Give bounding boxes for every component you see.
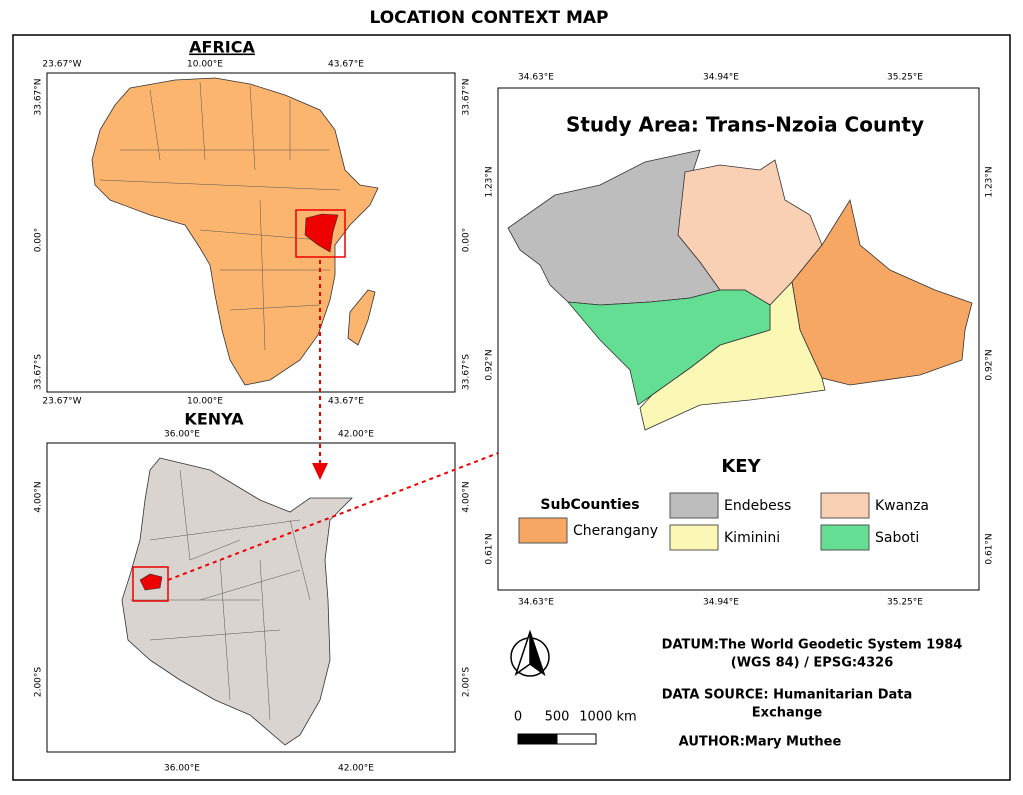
coord-label: 34.63°E [518, 598, 554, 608]
author-text: AUTHOR:Mary Muthee [679, 735, 842, 750]
coord-label: 34.63°E [518, 73, 554, 83]
legend-label: Endebess [724, 498, 791, 514]
scale-label: 0 [514, 710, 522, 725]
coord-label: 0.00° [34, 228, 44, 253]
coord-label: 4.00°N [34, 481, 44, 512]
page-title: LOCATION CONTEXT MAP [369, 8, 608, 28]
datum-text: DATUM:The World Geodetic System 1984 [662, 638, 963, 653]
coord-label: 33.67°N [462, 79, 472, 116]
coord-label: 1.23°N [485, 166, 495, 197]
locator-box [295, 209, 346, 258]
north-arrow [510, 629, 550, 677]
key-title: KEY [721, 456, 761, 477]
legend-label: Cherangany [573, 523, 658, 539]
connector-arrow [167, 429, 559, 581]
legend-label: Kiminini [724, 530, 780, 546]
legend-label: Kwanza [875, 498, 929, 514]
trans-nzoia-highlight [139, 573, 163, 591]
africa-landmass [91, 77, 379, 386]
legend-swatch [669, 492, 719, 519]
coord-label: 36.00°E [164, 430, 200, 440]
coord-label: 35.25°E [887, 73, 923, 83]
scale-bar [517, 733, 558, 745]
coord-label: 0.92°N [985, 349, 995, 380]
coord-label: 4.00°N [462, 481, 472, 512]
scale-label: 500 [545, 710, 570, 725]
source-text: DATA SOURCE: Humanitarian Data [662, 688, 913, 703]
coord-label: 23.67°W [42, 397, 81, 407]
coord-label: 42.00°E [338, 430, 374, 440]
legend-swatch [669, 524, 719, 551]
subcounty-map [507, 149, 973, 431]
datum-text: (WGS 84) / EPSG:4326 [731, 656, 894, 671]
legend-group-title: SubCounties [540, 497, 639, 513]
kenya-title: KENYA [184, 410, 244, 429]
coord-label: 23.67°W [42, 60, 81, 70]
kenya-borders [130, 469, 311, 721]
coord-label: 33.67°S [462, 354, 472, 390]
kenya-landmass [121, 457, 353, 746]
coord-label: 36.00°E [164, 764, 200, 774]
coord-label: 10.00°E [187, 397, 223, 407]
coord-label: 42.00°E [338, 764, 374, 774]
africa-borders [99, 81, 341, 351]
coord-label: 0.61°N [985, 533, 995, 564]
coord-label: 34.94°E [703, 598, 739, 608]
coord-label: 34.94°E [703, 73, 739, 83]
outer-border [12, 34, 1011, 781]
coord-label: 10.00°E [187, 60, 223, 70]
legend-swatch [820, 492, 870, 519]
africa-title: AFRICA [189, 38, 255, 57]
scale-label: 1000 km [579, 710, 636, 725]
legend-swatch [820, 524, 870, 551]
legend-swatch [518, 517, 568, 544]
coord-label: 1.23°N [985, 166, 995, 197]
coord-label: 2.00°S [34, 667, 44, 698]
coord-label: 0.61°N [485, 533, 495, 564]
coord-label: 33.67°N [34, 79, 44, 116]
coord-label: 0.92°N [485, 349, 495, 380]
coord-label: 35.25°E [887, 598, 923, 608]
scale-bar [556, 733, 597, 745]
arrow-head [312, 463, 328, 480]
coord-label: 33.67°S [34, 354, 44, 390]
coord-label: 0.00° [462, 228, 472, 253]
madagascar [347, 289, 376, 346]
coord-label: 43.67°E [328, 60, 364, 70]
coord-label: 43.67°E [328, 397, 364, 407]
kenya-highlight [304, 213, 339, 253]
legend-label: Saboti [875, 530, 919, 546]
saboti-region [567, 289, 771, 406]
study-title: Study Area: Trans-Nzoia County [566, 113, 924, 137]
locator-box [132, 566, 169, 602]
coord-label: 2.00°S [462, 667, 472, 698]
source-text: Exchange [752, 706, 823, 721]
